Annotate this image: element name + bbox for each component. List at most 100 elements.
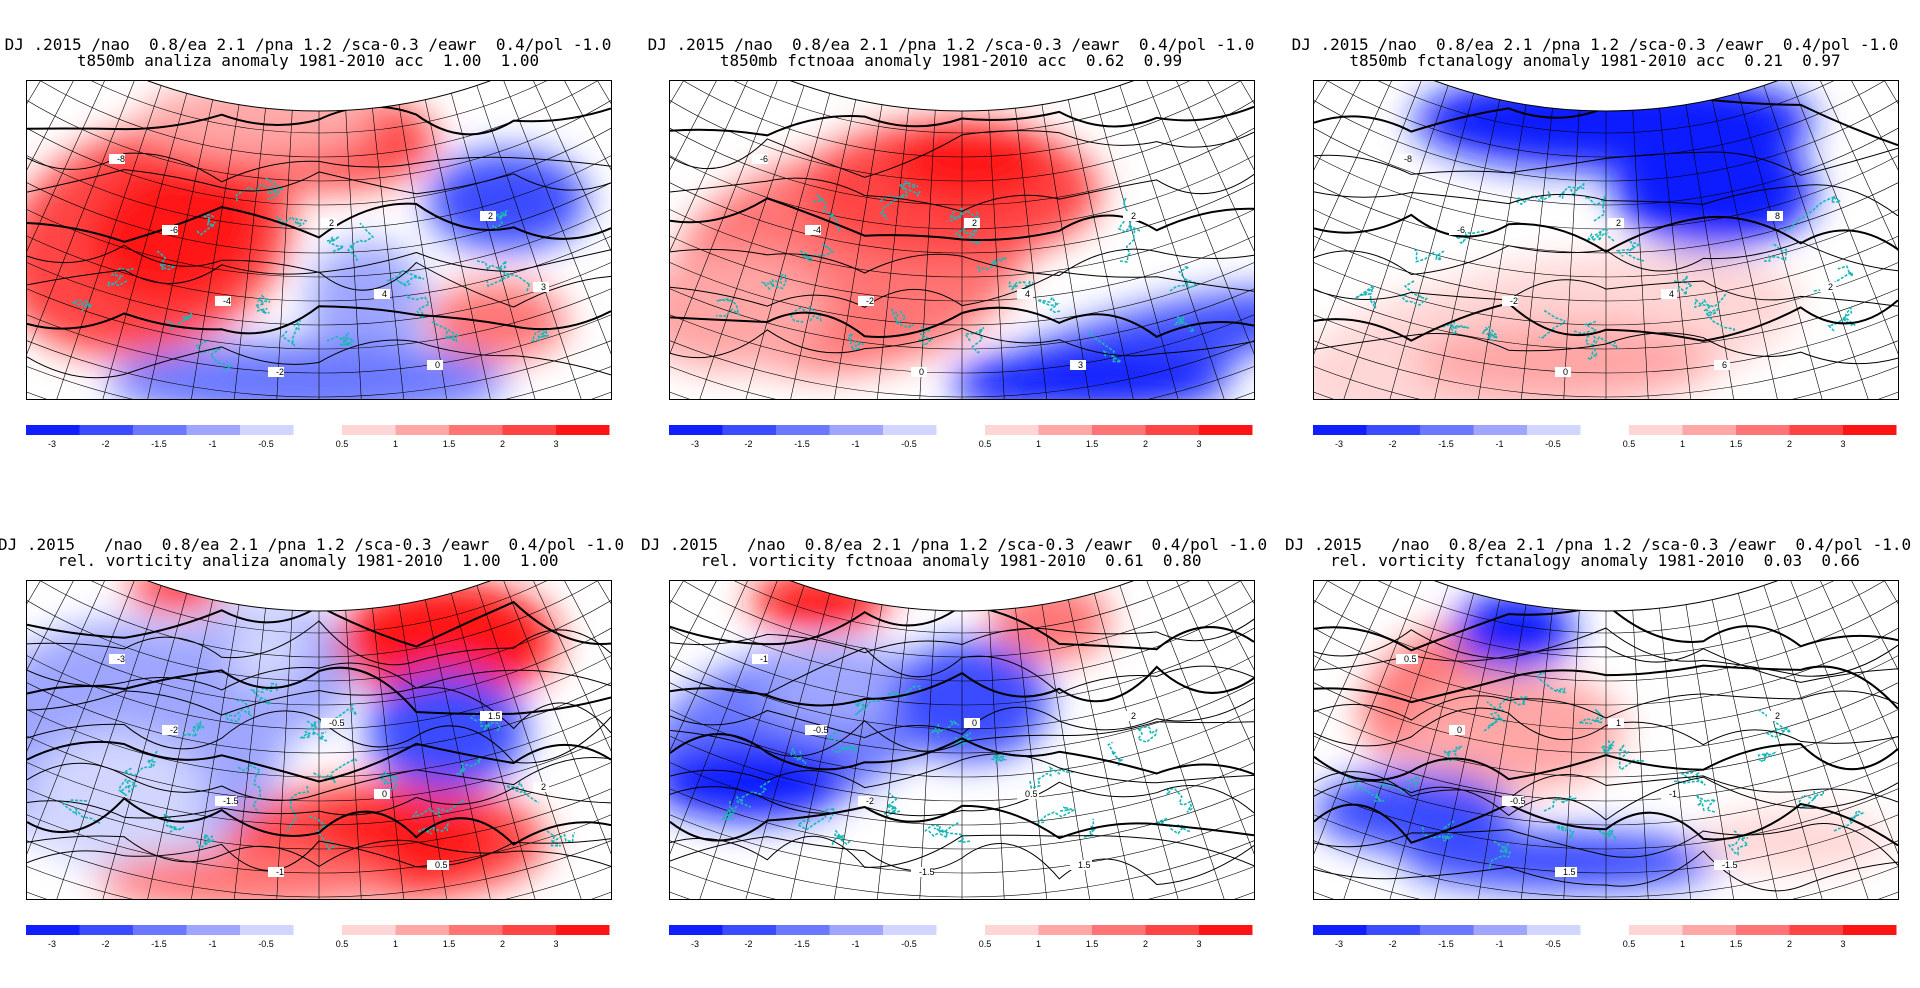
colorbar-pos-swatch xyxy=(1629,425,1683,435)
meridian-line xyxy=(1763,85,1878,399)
panel-title-line2: t850mb fctnoaa anomaly 1981-2010 acc 0.6… xyxy=(719,51,1183,70)
contour-labels: -8 -6 -4 -2 2 4 0 2 3 xyxy=(109,154,549,377)
meridian-line xyxy=(1632,110,1653,399)
contour-label: 2 xyxy=(1828,282,1833,292)
coastline xyxy=(976,257,1007,273)
coastline xyxy=(933,821,971,843)
contour-label-bg xyxy=(268,867,284,877)
colorbar-pos-swatch xyxy=(556,925,610,935)
coastline xyxy=(1029,766,1075,790)
meridian-line xyxy=(824,104,883,399)
contour-line xyxy=(670,836,1254,886)
anomaly-blob xyxy=(760,651,920,731)
contour-label-bg xyxy=(215,796,237,806)
colorbar-pos-swatch xyxy=(1789,425,1843,435)
meridian-line xyxy=(27,581,88,874)
meridian-line xyxy=(670,581,755,894)
coastline xyxy=(789,305,822,323)
contour-label-bg xyxy=(1608,218,1624,228)
colorbar-tick-label: -1 xyxy=(1495,439,1503,449)
meridian-line xyxy=(824,604,883,899)
panel-title-line2: rel. vorticity fctnoaa anomaly 1981-2010… xyxy=(700,551,1202,570)
colorbar-neg-swatch xyxy=(240,425,294,435)
contour-label-bg xyxy=(1661,789,1677,799)
contour-label: 0 xyxy=(382,789,387,799)
contour-label-bg xyxy=(964,718,980,728)
coastline xyxy=(1413,248,1445,263)
contour-line xyxy=(27,339,611,379)
colorbar-pos-swatch xyxy=(1736,925,1790,935)
anomaly-blob xyxy=(1414,321,1714,399)
colorbar-tick-label: 2 xyxy=(500,939,505,949)
contour-label: 0 xyxy=(972,718,977,728)
contour-label: 3 xyxy=(541,282,546,292)
contour-label-bg xyxy=(1820,282,1836,292)
meridian-line xyxy=(91,93,188,399)
contour-label-bg xyxy=(268,367,284,377)
coastline xyxy=(827,730,858,754)
coastline xyxy=(897,180,921,198)
meridian-line xyxy=(1093,93,1190,399)
coastline xyxy=(1586,226,1615,243)
colorbar-pos-swatch xyxy=(449,925,503,935)
colorbar-tick-label: 0.5 xyxy=(979,939,992,949)
meridian-line xyxy=(670,81,731,374)
anomaly-blob xyxy=(670,251,830,371)
map-sector-outline xyxy=(1434,81,1778,112)
colorbar-tick-label: -0.5 xyxy=(901,939,917,949)
coastline xyxy=(1797,790,1825,809)
coastline xyxy=(1355,284,1377,309)
meridian-line xyxy=(1860,81,1898,351)
contour-label-bg xyxy=(1767,711,1783,721)
meridian-line xyxy=(1711,99,1790,399)
colorbar-tick-label: -3 xyxy=(48,439,56,449)
colorbar-tick-label: 1 xyxy=(393,439,398,449)
colorbar-pos-swatch xyxy=(1736,425,1790,435)
contour-label-bg xyxy=(374,789,390,799)
contour-line xyxy=(27,796,611,846)
coastline xyxy=(286,785,310,832)
coastline xyxy=(1008,279,1034,291)
contours xyxy=(1314,602,1898,892)
colorbar-tick-label: 2 xyxy=(1787,439,1792,449)
colorbar-pos-swatch xyxy=(449,425,503,435)
contour-label: -2 xyxy=(1510,296,1518,306)
map-sector-outline xyxy=(790,581,1134,612)
meridian-line xyxy=(272,610,293,899)
coastline xyxy=(377,770,398,792)
coastline xyxy=(1673,275,1694,298)
colorbar-neg-swatch xyxy=(186,925,240,935)
colorbar-neg-swatch xyxy=(1473,425,1527,435)
meridian-line xyxy=(1737,593,1834,899)
contour-label-bg xyxy=(858,296,874,306)
colorbar-neg-swatch xyxy=(722,425,776,435)
meridian-line xyxy=(47,85,162,399)
coastline xyxy=(312,758,358,784)
coastline xyxy=(1481,325,1499,342)
colorbar-neg-swatch xyxy=(1366,925,1420,935)
colorbar-tick-label: -1 xyxy=(208,439,216,449)
coastline xyxy=(1455,230,1485,245)
contour-label-bg xyxy=(427,860,449,870)
meridian-line xyxy=(1788,581,1898,899)
colorbar-tick-label: -0.5 xyxy=(901,439,917,449)
map-sector: 0.5 0 -0.5 1.5 1 -1 -1.5 2 xyxy=(1314,581,1898,899)
coastline xyxy=(492,209,509,232)
lat-lon-grid xyxy=(27,81,611,399)
meridian-line xyxy=(690,585,805,899)
contour-label-bg xyxy=(480,711,502,721)
contour-label-bg xyxy=(752,654,768,664)
coastline xyxy=(1488,840,1512,871)
meridian-line xyxy=(1813,581,1898,894)
contour-label-bg xyxy=(1396,154,1412,164)
meridian-line xyxy=(1041,104,1100,399)
anomaly-blob xyxy=(890,121,1050,201)
coastline xyxy=(796,806,835,831)
meridian-line xyxy=(670,81,755,394)
meridian-line xyxy=(476,85,591,399)
coastline xyxy=(1558,182,1585,199)
coastline xyxy=(196,833,215,850)
coastline xyxy=(1035,806,1076,825)
panel-vorticity-fctnoaa: DJ .2015 /nao 0.8/ea 2.1 /pna 1.2 /sca-0… xyxy=(641,490,1267,949)
meridian-line xyxy=(501,81,611,399)
